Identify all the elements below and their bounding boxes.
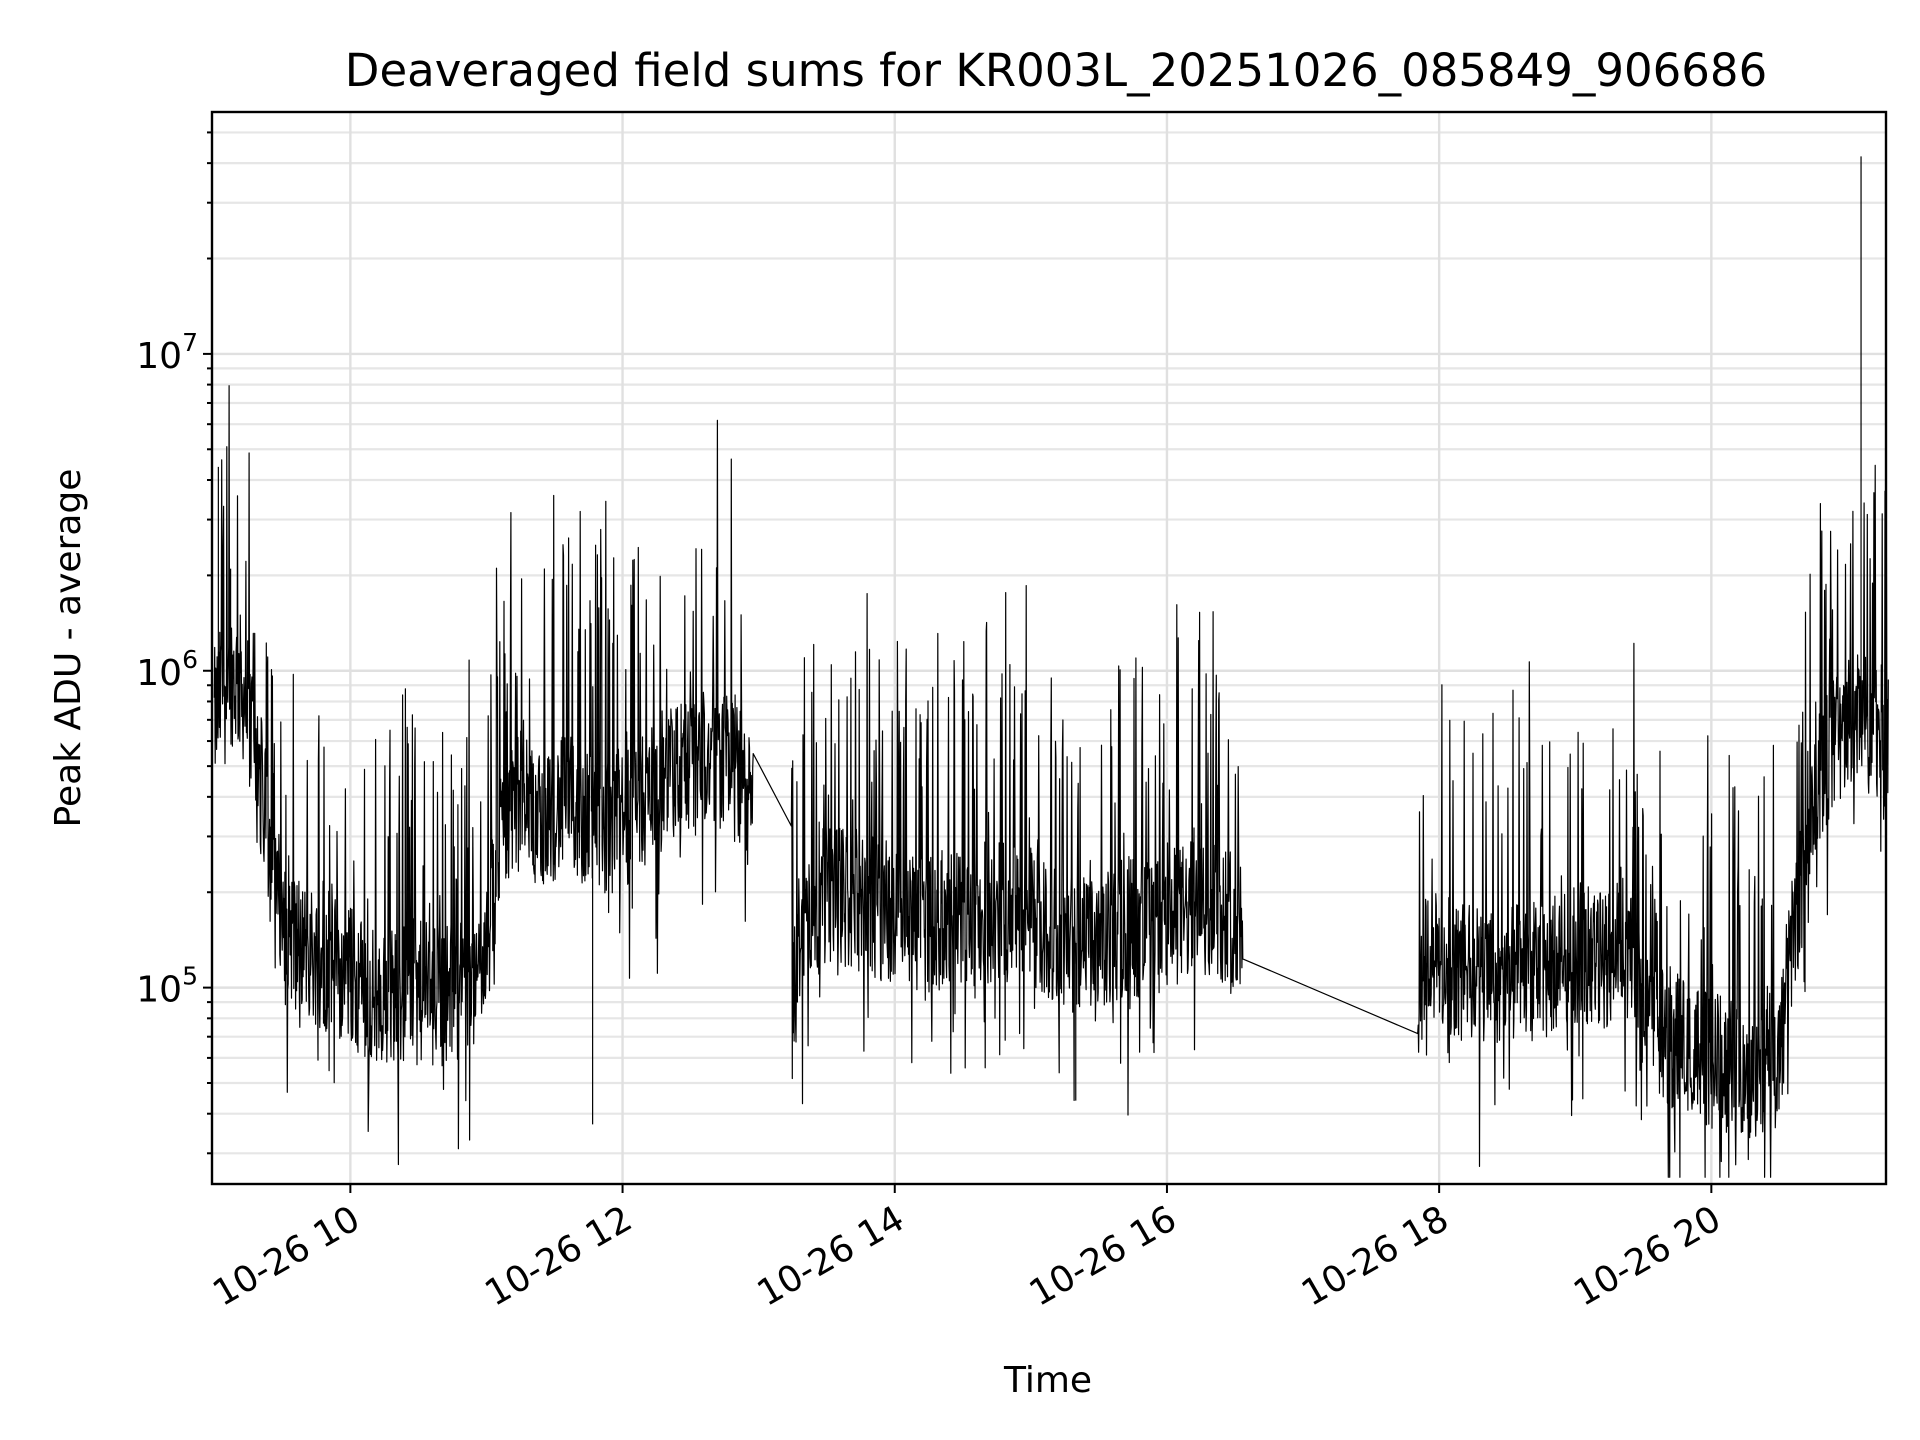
y-tick-base: 10: [136, 970, 182, 1011]
series-line: [213, 385, 1889, 1178]
y-tick-label: 106: [136, 645, 198, 694]
x-axis-ticks: 10-26 10 10-26 12 10-26 14 10-26 16 10-26 18…: [206, 1184, 1728, 1315]
y-tick-exponent: 5: [182, 962, 198, 991]
x-tick-label: 10-26 10: [206, 1198, 367, 1314]
grid-lines: [212, 112, 1886, 1184]
x-axis-label: Time: [1003, 1360, 1092, 1401]
plot-frame: [210, 110, 1888, 1186]
x-tick-label: 10-26 20: [1567, 1198, 1728, 1314]
x-tick-label: 10-26 18: [1295, 1198, 1456, 1314]
y-tick-base: 10: [136, 336, 182, 377]
y-tick-label: 105: [136, 962, 198, 1011]
x-tick-label: 10-26 14: [751, 1198, 912, 1314]
y-tick-base: 10: [136, 653, 182, 694]
x-tick-label: 10-26 12: [478, 1198, 639, 1314]
y-tick-exponent: 6: [182, 645, 198, 674]
y-tick-exponent: 7: [182, 328, 198, 357]
series-layer: [213, 156, 1889, 1178]
y-tick-label: 107: [136, 328, 198, 377]
y-axis-label: Peak ADU - average: [48, 469, 89, 828]
x-tick-label: 10-26 16: [1023, 1198, 1184, 1314]
chart-title: Deaveraged field sums for KR003L_2025102…: [345, 44, 1767, 97]
